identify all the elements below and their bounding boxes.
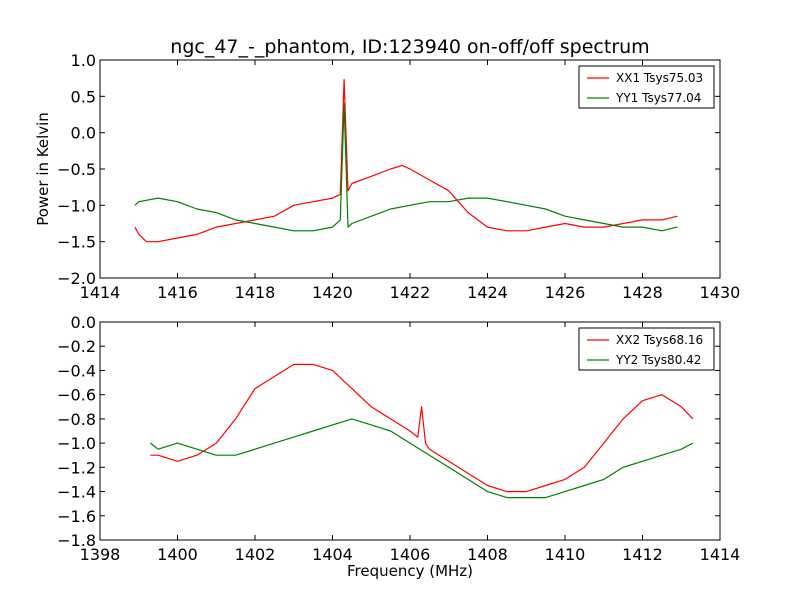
x-tick-label: 1416 — [157, 283, 198, 302]
x-tick-label: 1404 — [312, 545, 353, 564]
legend: XX1 Tsys75.03 YY1 Tsys77.04 — [578, 65, 715, 109]
y-tick-label: −1.2 — [57, 458, 96, 477]
x-tick-label: 1402 — [235, 545, 276, 564]
y-tick-label: 0.0 — [71, 124, 96, 143]
x-tick-label: 1408 — [467, 545, 508, 564]
series-line-xx — [134, 78, 678, 243]
top-spectrum-panel: 1414 1416 1418 1420 1422 1424 1426 1428 1430 1.0 0… — [57, 51, 740, 302]
y-tick-label: −1.0 — [57, 434, 96, 453]
x-tick-label: 1424 — [467, 283, 508, 302]
y-tick-label: −1.5 — [57, 233, 96, 252]
x-tick-label: 1414 — [80, 283, 121, 302]
y-tick-label: −0.6 — [57, 386, 96, 405]
series-line-xx — [150, 363, 694, 493]
x-tick-label: 1428 — [622, 283, 663, 302]
x-tick-label: 1418 — [235, 283, 276, 302]
x-tick-label: 1414 — [700, 545, 741, 564]
y-tick-label: −0.8 — [57, 410, 96, 429]
y-axis-label: Power in Kelvin — [34, 112, 52, 226]
x-tick-label: 1420 — [312, 283, 353, 302]
y-tick-label: −2.0 — [57, 269, 96, 288]
series-line-yy — [150, 418, 694, 499]
series-line-yy — [134, 102, 678, 232]
y-tick-label: 0.5 — [71, 87, 96, 106]
y-tick-label: −1.0 — [57, 196, 96, 215]
x-tick-label: 1422 — [390, 283, 431, 302]
x-tick-label: 1398 — [80, 545, 121, 564]
x-tick-label: 1430 — [700, 283, 741, 302]
y-tick-label: 0.0 — [71, 313, 96, 332]
y-tick-label: 1.0 — [71, 51, 96, 70]
x-tick-label: 1406 — [390, 545, 431, 564]
chart-title: ngc_47_-_phantom, ID:123940 on-off/off s… — [170, 36, 649, 58]
legend-label: XX1 Tsys75.03 — [616, 71, 703, 85]
legend-box — [578, 327, 715, 371]
x-axis-label: Frequency (MHz) — [347, 562, 473, 580]
legend-label: XX2 Tsys68.16 — [616, 333, 703, 347]
y-tick-label: −0.5 — [57, 160, 96, 179]
x-tick-label: 1426 — [545, 283, 586, 302]
x-tick-label: 1400 — [157, 545, 198, 564]
x-tick-label: 1412 — [622, 545, 663, 564]
y-tick-label: −1.8 — [57, 531, 96, 550]
bottom-spectrum-panel: 1398 1400 1402 1404 1406 1408 1410 1412 1414 0.0 −… — [57, 313, 740, 564]
y-tick-label: −1.4 — [57, 483, 96, 502]
legend-label: YY2 Tsys80.42 — [615, 353, 701, 367]
y-tick-label: −0.4 — [57, 361, 96, 380]
legend: XX2 Tsys68.16 YY2 Tsys80.42 — [578, 327, 715, 371]
y-tick-label: −1.6 — [57, 507, 96, 526]
legend-box — [578, 65, 715, 109]
y-tick-label: −0.2 — [57, 337, 96, 356]
x-tick-label: 1410 — [545, 545, 586, 564]
legend-label: YY1 Tsys77.04 — [615, 91, 701, 105]
